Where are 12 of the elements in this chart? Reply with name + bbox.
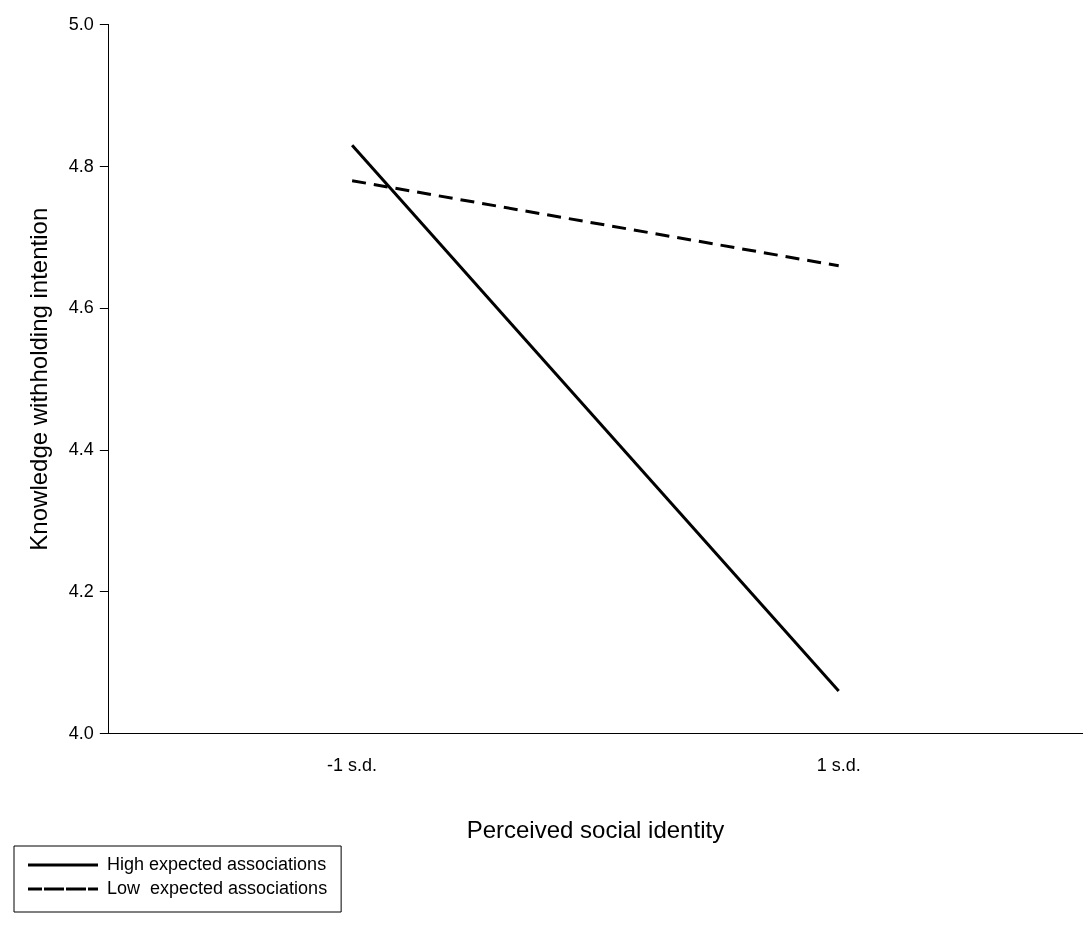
legend-label: High expected associations [107, 853, 327, 874]
y-tick-label: 4.6 [68, 297, 94, 318]
y-tick-label: 4.4 [68, 439, 94, 460]
y-tick-label: 4.0 [68, 722, 94, 743]
x-axis-title: Perceived social identity [466, 816, 725, 844]
y-tick-label: 4.8 [68, 155, 94, 176]
y-axis-title: Knowledge withholding intention [25, 207, 53, 551]
y-tick-label: 5.0 [68, 13, 94, 34]
legend-label: Low expected associations [107, 877, 328, 898]
y-tick-label: 4.2 [68, 580, 94, 601]
x-tick-label: 1 s.d. [816, 755, 861, 776]
x-tick-label: -1 s.d. [327, 755, 378, 776]
